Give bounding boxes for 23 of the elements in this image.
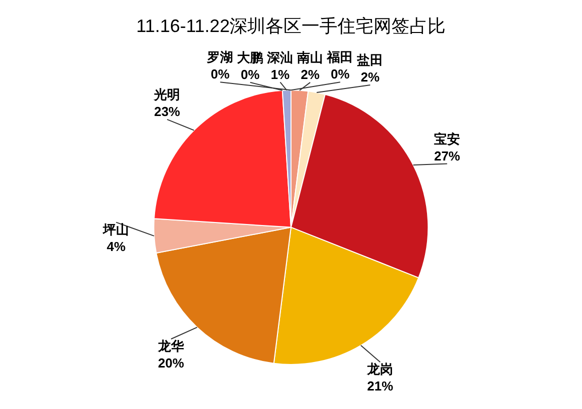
slice-label: 盐田	[356, 52, 384, 68]
data-label: 20%	[158, 356, 185, 371]
slice-label: 龙华	[157, 338, 186, 354]
category-label: 大鹏	[237, 50, 264, 65]
data-label: 2%	[360, 70, 380, 85]
slice-label: 宝安	[434, 131, 460, 146]
text: 0%	[330, 66, 350, 82]
slice-label: 深汕	[266, 50, 294, 65]
data-label: 27%	[434, 148, 461, 164]
slice-label: 坪山	[102, 222, 130, 237]
category-label: 福田	[327, 50, 354, 65]
data-label: 21%	[367, 378, 394, 394]
data-label: 4%	[106, 238, 126, 254]
text: 0%	[240, 66, 260, 82]
text: 0%	[210, 66, 230, 82]
slice-label: 光明	[153, 86, 180, 102]
slice-label: 龙岗	[366, 362, 394, 377]
chart-title: 11.16-11.22深圳各区一手住宅网签占比	[136, 16, 446, 36]
category-label: 罗湖	[207, 50, 234, 65]
data-label: 1%	[270, 66, 290, 82]
data-label: 23%	[154, 104, 181, 119]
data-label: 2%	[300, 66, 320, 82]
slice-label: 南山	[296, 50, 324, 65]
